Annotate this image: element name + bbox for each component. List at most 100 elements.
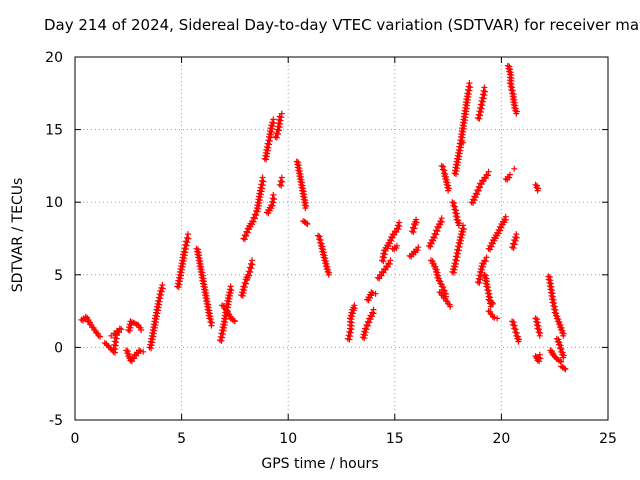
data-point	[502, 213, 509, 220]
data-point	[346, 336, 353, 343]
x-tick-label: 15	[386, 431, 404, 447]
data-point	[460, 139, 466, 146]
chart-title: Day 214 of 2024, Sidereal Day-to-day VTE…	[44, 16, 640, 34]
data-point	[269, 202, 276, 209]
data-point	[460, 222, 466, 229]
data-point	[482, 88, 489, 95]
data-point	[454, 254, 461, 261]
x-tick-label: 10	[279, 431, 297, 447]
data-point	[372, 290, 379, 297]
data-point	[438, 215, 445, 222]
data-point	[265, 144, 272, 151]
data-point	[480, 263, 486, 270]
data-point	[349, 310, 356, 317]
data-point	[536, 351, 543, 358]
data-point	[227, 292, 233, 299]
data-point	[491, 314, 498, 321]
data-point	[414, 247, 421, 254]
data-point	[347, 333, 354, 340]
data-point	[126, 327, 133, 334]
data-point	[185, 231, 191, 238]
data-point	[112, 331, 119, 338]
data-point	[278, 174, 285, 181]
data-point	[561, 365, 568, 372]
data-point	[494, 315, 501, 322]
data-point	[393, 242, 400, 249]
data-point	[362, 329, 369, 336]
data-point	[259, 182, 266, 189]
data-point	[467, 84, 474, 91]
data-point	[513, 110, 520, 117]
x-axis-label: GPS time / hours	[261, 456, 379, 472]
data-point	[271, 196, 278, 203]
data-point	[347, 329, 354, 336]
data-point	[381, 251, 388, 258]
data-point	[447, 303, 454, 310]
data-point	[413, 216, 420, 223]
y-axis-label: SDTVAR / TECUs	[10, 177, 26, 293]
data-point	[156, 298, 163, 305]
data-point	[208, 322, 215, 329]
data-point	[480, 95, 487, 102]
y-tick-label: 10	[45, 195, 63, 211]
data-point	[451, 266, 458, 273]
data-point	[415, 244, 422, 251]
data-point	[465, 91, 472, 98]
data-point	[560, 354, 567, 361]
data-point	[460, 229, 467, 235]
data-point	[227, 290, 234, 296]
data-point	[219, 334, 226, 341]
y-tick-label: 5	[54, 268, 63, 284]
data-point	[218, 337, 225, 344]
data-point	[455, 247, 462, 254]
data-point	[241, 287, 248, 294]
data-point	[478, 105, 485, 112]
data-point	[515, 338, 522, 345]
data-point	[476, 279, 483, 286]
data-point	[348, 316, 355, 323]
data-point	[259, 185, 265, 192]
plot-frame	[74, 56, 609, 421]
data-point	[483, 254, 490, 261]
data-point	[304, 221, 311, 227]
data-point	[260, 178, 267, 185]
data-point	[506, 171, 513, 178]
data-point	[266, 138, 273, 144]
data-point	[387, 257, 394, 264]
data-point	[140, 348, 147, 355]
data-point	[477, 276, 484, 283]
y-tick-label: 0	[54, 340, 63, 356]
data-point	[157, 295, 164, 302]
data-point	[270, 199, 277, 206]
data-point	[369, 290, 376, 296]
data-point	[477, 109, 484, 115]
data-point	[459, 231, 466, 238]
data-point	[452, 263, 459, 270]
data-point	[476, 115, 483, 122]
data-point	[481, 84, 488, 91]
data-point	[458, 234, 465, 241]
data-point	[302, 205, 309, 211]
data-point	[562, 366, 569, 373]
data-point	[457, 240, 464, 247]
y-tick-label: -5	[49, 413, 63, 429]
data-point	[381, 254, 388, 261]
data-point	[485, 168, 492, 175]
data-point	[511, 165, 518, 172]
data-point	[137, 348, 144, 355]
x-tick-label: 25	[599, 431, 617, 447]
data-point	[455, 250, 462, 257]
data-point	[349, 313, 356, 320]
data-point	[228, 287, 235, 294]
data-point	[127, 324, 134, 331]
data-point	[482, 258, 489, 265]
data-point	[239, 292, 246, 299]
data-point	[396, 219, 403, 226]
x-tick-label: 0	[71, 431, 80, 447]
data-point	[453, 257, 460, 264]
data-point	[325, 271, 332, 278]
data-point	[445, 187, 452, 194]
data-point	[450, 269, 457, 276]
data-point	[138, 327, 145, 333]
